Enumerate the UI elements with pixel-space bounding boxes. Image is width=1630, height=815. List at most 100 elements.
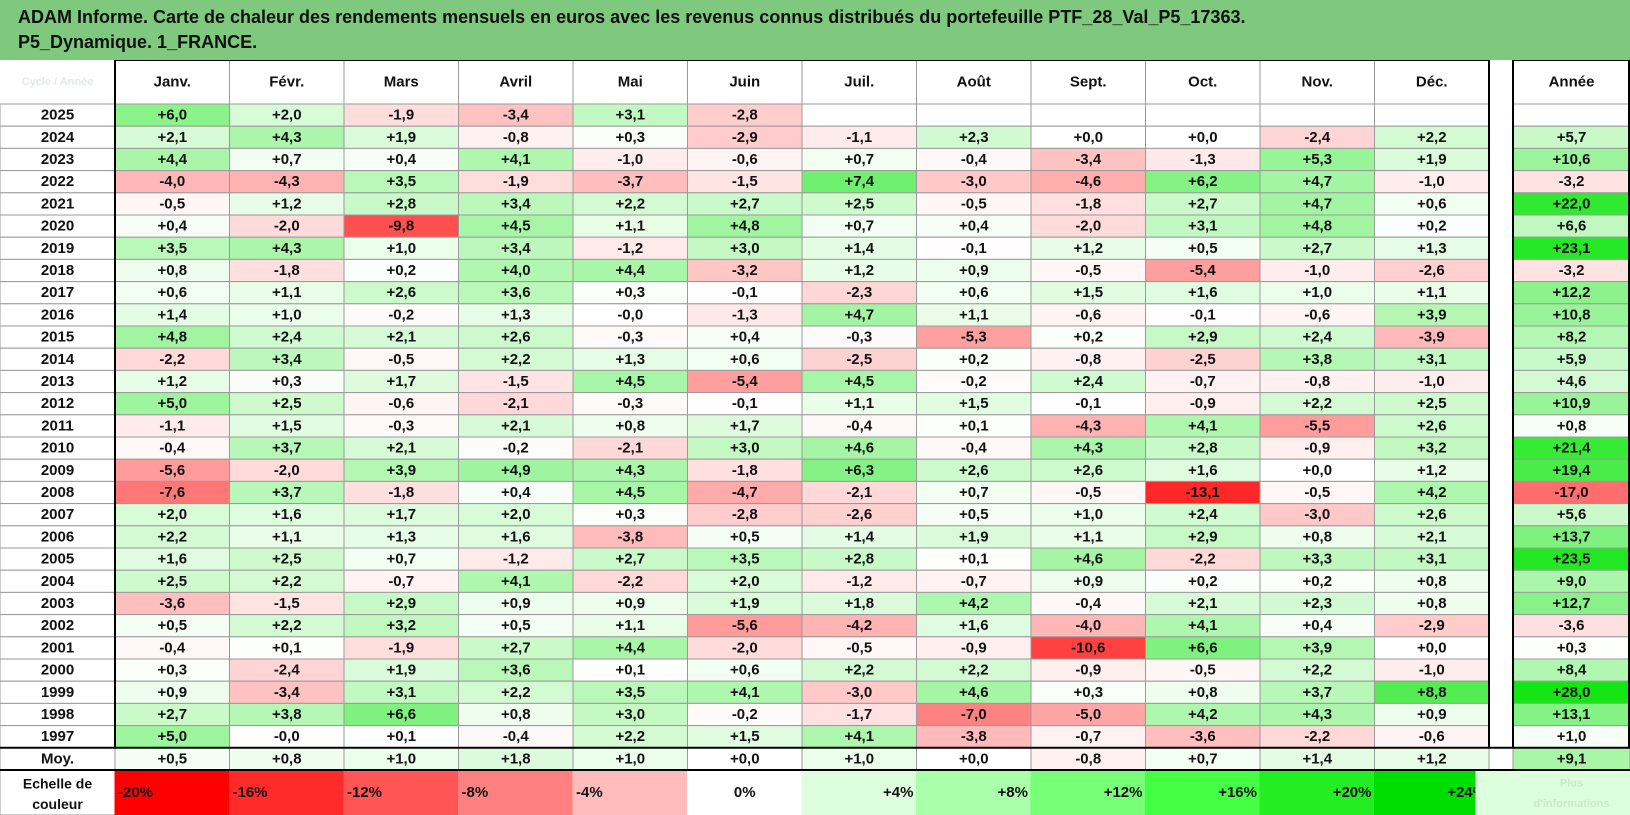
year-label: 2013 <box>41 373 74 390</box>
annual-value: -3,6 <box>1559 617 1585 634</box>
cell-value: +1,0 <box>1302 284 1332 301</box>
month-header-cell <box>458 60 574 105</box>
scale-stop-label: 0% <box>734 784 756 801</box>
scale-label-line1: Echelle de <box>23 776 92 792</box>
cell-value: +2,7 <box>157 706 187 723</box>
cell-value: -0,8 <box>1075 351 1101 368</box>
scale-label-line2: couleur <box>32 796 83 812</box>
cell-value: -1,3 <box>1190 151 1216 168</box>
year-label: 2019 <box>41 240 74 257</box>
cell-value: +4,6 <box>959 684 989 701</box>
cell-value: +4,3 <box>1302 706 1332 723</box>
cell-value: +2,5 <box>844 195 874 212</box>
cell-value: -2,4 <box>1304 129 1331 146</box>
average-value: +1,2 <box>1417 750 1447 767</box>
cell-value: -3,4 <box>503 107 530 124</box>
cell-value: +7,4 <box>844 173 874 190</box>
annual-value: +13,1 <box>1553 706 1591 723</box>
scale-trailing-line1: Plus <box>1560 778 1583 790</box>
cell-value: -2,2 <box>617 573 643 590</box>
scale-swatch <box>343 769 459 815</box>
cell-value: +0,5 <box>959 506 989 523</box>
cell-value: -2,6 <box>846 506 872 523</box>
cell-value: +0,6 <box>1417 195 1447 212</box>
cell-value: +1,3 <box>501 306 531 323</box>
cell-value: +1,3 <box>615 351 645 368</box>
cell-value: -0,6 <box>1075 306 1101 323</box>
cell-value: +4,5 <box>615 484 645 501</box>
scale-stop-label: +8% <box>998 784 1028 801</box>
cell-value: -1,0 <box>1419 173 1445 190</box>
cell-value: +4,8 <box>157 329 187 346</box>
annual-value: +5,6 <box>1557 506 1587 523</box>
cell-value: +2,8 <box>844 551 874 568</box>
cell-value: +2,5 <box>1417 395 1447 412</box>
annual-value: +8,4 <box>1557 662 1587 679</box>
cell-value: +3,7 <box>272 484 302 501</box>
cell-value: -5,4 <box>732 373 759 390</box>
month-header-label: Mai <box>618 74 643 91</box>
cell-value: +0,9 <box>157 684 187 701</box>
cell-value: +2,2 <box>1417 129 1447 146</box>
cell-value: +0,4 <box>386 151 416 168</box>
cell-value: +0,9 <box>1073 573 1103 590</box>
cell-value: -5,0 <box>1075 706 1101 723</box>
cell-value: -4,0 <box>1075 617 1101 634</box>
cell-value: -0,2 <box>961 373 987 390</box>
cell-value: +1,5 <box>959 395 989 412</box>
annual-value: +10,9 <box>1553 395 1591 412</box>
cell-value: +1,4 <box>157 306 187 323</box>
cell-value: +1,0 <box>386 240 416 257</box>
cell-value: -2,2 <box>1304 728 1330 745</box>
cell-value: +1,6 <box>1188 284 1218 301</box>
annual-value: +10,6 <box>1553 151 1591 168</box>
cell-value: +0,5 <box>1188 240 1218 257</box>
cell-value: +4,3 <box>272 129 302 146</box>
cell-value: +0,3 <box>157 662 187 679</box>
cell-value: +1,6 <box>959 617 989 634</box>
cell-value: +0,2 <box>1302 573 1332 590</box>
cell-value: +4,8 <box>1302 218 1332 235</box>
year-label: 1997 <box>41 728 74 745</box>
cell-value: +3,9 <box>1417 306 1447 323</box>
cell-value: -0,6 <box>732 151 758 168</box>
cell-value: +2,1 <box>386 329 416 346</box>
scale-swatch <box>801 769 917 815</box>
year-label: 2009 <box>41 462 74 479</box>
cell-value: +1,2 <box>1073 240 1103 257</box>
cell-value: -0,3 <box>388 417 414 434</box>
cell-value: +0,1 <box>959 417 989 434</box>
cell-value: +2,0 <box>157 506 187 523</box>
cell-value: +0,7 <box>959 484 989 501</box>
cell-value: +3,5 <box>615 684 645 701</box>
cell-value: +4,5 <box>501 218 531 235</box>
cell-value: +4,1 <box>844 728 874 745</box>
cell-value: -0,2 <box>503 440 529 457</box>
cell-value: +3,8 <box>1302 351 1332 368</box>
cell-value: +3,9 <box>1302 639 1332 656</box>
cell-value: -0,4 <box>1075 595 1102 612</box>
scale-swatch <box>1030 769 1146 815</box>
cell-value: -0,3 <box>846 329 872 346</box>
cell-value: -4,7 <box>732 484 758 501</box>
cell-value: +0,7 <box>844 151 874 168</box>
cell-value: -1,5 <box>503 373 529 390</box>
cell-value: -1,9 <box>503 173 529 190</box>
cell-value: +2,6 <box>501 329 531 346</box>
cell-value: -0,7 <box>1190 373 1216 390</box>
month-header-cell <box>1030 60 1146 105</box>
cell-value: +1,1 <box>272 284 302 301</box>
cell-value: -0,1 <box>1075 395 1101 412</box>
cell-value: +1,5 <box>1073 284 1103 301</box>
cell-value: +0,1 <box>386 728 416 745</box>
annual-value: +1,0 <box>1557 728 1587 745</box>
month-header-label: Janv. <box>154 74 191 91</box>
cell-value: -3,0 <box>846 684 872 701</box>
cell-value: -2,4 <box>274 662 301 679</box>
cell-value: -0,7 <box>1075 728 1101 745</box>
cell-value: +3,4 <box>272 351 302 368</box>
cell-value: +2,1 <box>1417 528 1447 545</box>
cell-value: +5,0 <box>157 395 187 412</box>
scale-swatch <box>687 769 803 815</box>
average-value: +1,0 <box>386 750 416 767</box>
